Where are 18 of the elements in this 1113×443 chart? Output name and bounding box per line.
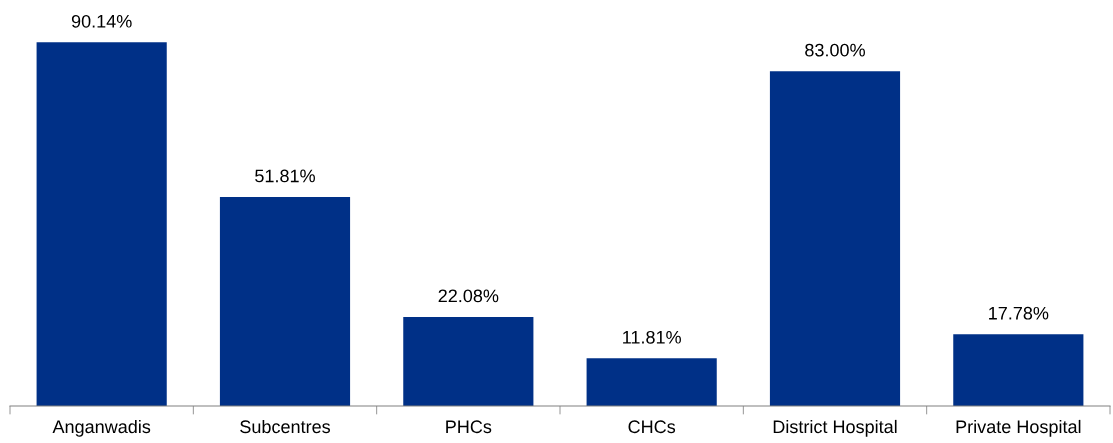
bar: [586, 358, 717, 406]
bar: [219, 196, 351, 406]
data-label: 83.00%: [805, 43, 865, 57]
x-tick-label: District Hospital: [773, 419, 897, 437]
data-label: 17.78%: [989, 306, 1049, 320]
data-label: 90.14%: [71, 14, 132, 28]
data-label: 51.81%: [255, 169, 315, 183]
data-label: 22.08%: [438, 289, 499, 303]
bar: [36, 42, 167, 406]
bar: [953, 334, 1084, 406]
x-tick-label: PHCs: [446, 420, 492, 434]
x-tick-label: Private Hospital: [956, 419, 1081, 437]
bar: [769, 71, 901, 406]
x-tick-label: CHCs: [628, 420, 676, 434]
bar: [403, 316, 534, 406]
x-tick-label: Anganwadis: [52, 419, 151, 437]
x-tick-label: Subcentres: [240, 419, 331, 434]
data-label: 11.81%: [623, 330, 681, 344]
